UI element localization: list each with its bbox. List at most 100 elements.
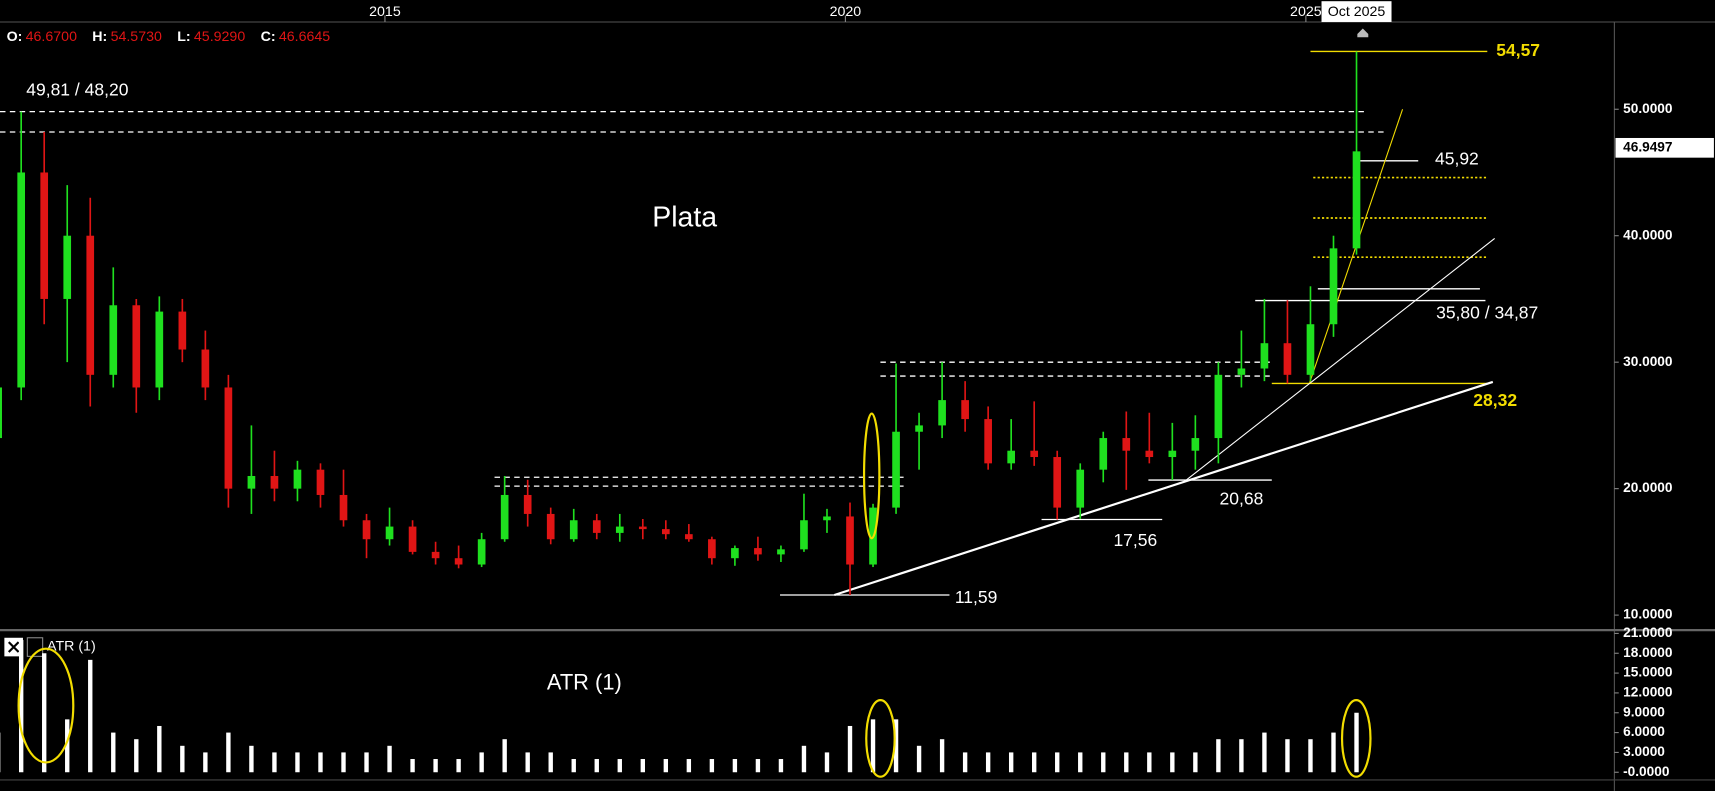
candle-body: [40, 172, 49, 299]
candle-body: [454, 558, 463, 565]
atr-bar: [571, 759, 576, 773]
atr-bar: [801, 745, 807, 773]
atr-bar: [295, 752, 300, 773]
candle-body: [477, 539, 486, 565]
highlight-ellipse: [862, 412, 881, 540]
ohlc-value: 45.9290: [194, 29, 245, 45]
cursor-label-box: [1321, 1, 1392, 22]
candle-body: [201, 349, 210, 388]
candle-body: [316, 469, 325, 495]
atr-bar: [1331, 732, 1336, 773]
highlight-ellipse: [1340, 699, 1372, 778]
candle-body: [500, 494, 509, 540]
candle-body: [1329, 248, 1338, 325]
atr-bar: [686, 759, 692, 773]
candle-body: [1168, 450, 1177, 458]
candle-body: [661, 529, 670, 535]
candle-body: [1007, 450, 1015, 464]
atr-bar: [939, 739, 945, 773]
atr-bar: [502, 739, 507, 773]
level-label: 11,59: [955, 587, 998, 607]
atr-y-tick-label: 3.0000: [1623, 744, 1665, 759]
ohlc-label: L:: [177, 29, 190, 45]
candle-body: [938, 400, 946, 426]
atr-bar: [1101, 752, 1106, 773]
candle-body: [1145, 450, 1154, 458]
level-label: 49,81 / 48,20: [26, 80, 128, 100]
close-icon: [7, 641, 20, 653]
atr-bar: [985, 752, 991, 773]
atr-bar: [1308, 739, 1313, 773]
candle-body: [247, 475, 256, 489]
y-tick-label: 50.0000: [1623, 101, 1673, 116]
atr-legend: ATR (1): [47, 638, 96, 654]
candle-body: [1283, 343, 1292, 375]
atr-y-tick-label: 21.0000: [1623, 625, 1673, 640]
candle-body: [224, 387, 233, 489]
atr-bar: [1193, 752, 1198, 773]
atr-bar: [1170, 752, 1175, 773]
y-tick-label: 10.0000: [1623, 607, 1673, 622]
atr-bar: [1032, 752, 1037, 773]
atr-bar: [318, 752, 323, 773]
time-axis-band: [0, 0, 1615, 22]
level-label: 17,56: [1113, 530, 1157, 550]
atr-bar: [709, 759, 715, 773]
atr-bar: [1354, 712, 1359, 773]
trendline: [834, 380, 1494, 597]
candle-body: [1260, 343, 1269, 369]
candle-body: [132, 305, 141, 388]
atr-bar: [272, 752, 277, 773]
atr-y-tick-label: 12.0000: [1623, 685, 1673, 700]
y-tick-label: 30.0000: [1623, 354, 1673, 369]
level-label: 20,68: [1220, 489, 1264, 509]
atr-bar: [249, 745, 254, 773]
candle-body: [892, 431, 900, 508]
atr-bar: [1239, 739, 1244, 773]
atr-bar: [1147, 752, 1152, 773]
level-label: 35,80 / 34,87: [1436, 303, 1538, 323]
candle-body: [638, 526, 647, 530]
ohlc-value: 46.6700: [26, 29, 77, 45]
atr-bar: [755, 759, 761, 773]
ohlc-label: O:: [7, 29, 23, 45]
candle-body: [546, 513, 555, 540]
level-label: 54,57: [1496, 40, 1540, 60]
atr-bar: [1124, 752, 1129, 773]
atr-bar: [1216, 739, 1221, 773]
atr-y-tick-label: 15.0000: [1623, 665, 1673, 680]
atr-bar: [18, 640, 24, 773]
candle-body: [1352, 151, 1361, 249]
last-price-box: [1615, 137, 1714, 158]
atr-bar: [88, 659, 93, 773]
candle-body: [293, 469, 302, 489]
candle-body: [800, 520, 808, 550]
candle-body: [1030, 450, 1039, 458]
atr-y-tick-label: -0.0000: [1623, 764, 1670, 779]
atr-bar: [1078, 752, 1083, 773]
candle-body: [1191, 438, 1200, 451]
highlight-ellipse: [865, 699, 896, 778]
atr-bar: [387, 745, 392, 773]
atr-bar: [847, 725, 853, 773]
candle-body: [961, 400, 969, 420]
level-label: 28,32: [1473, 390, 1517, 410]
candle-body: [1053, 457, 1062, 508]
candle-body: [915, 425, 923, 432]
candle-body: [155, 311, 164, 388]
atr-bar: [640, 759, 645, 773]
candle-body: [109, 305, 118, 375]
candle-body: [86, 235, 95, 375]
atr-bar: [180, 745, 185, 773]
cursor-label: Oct 2025: [1328, 4, 1386, 20]
candle-body: [385, 526, 394, 540]
candle-body: [408, 526, 417, 552]
atr-bar: [916, 745, 922, 773]
atr-bar: [893, 719, 899, 773]
ohlc-label: H:: [92, 29, 107, 45]
chart-title: Plata: [652, 201, 717, 233]
atr-bar: [1008, 752, 1014, 773]
candle-body: [777, 549, 785, 555]
atr-bar: [824, 752, 830, 773]
candle-body: [63, 235, 72, 299]
